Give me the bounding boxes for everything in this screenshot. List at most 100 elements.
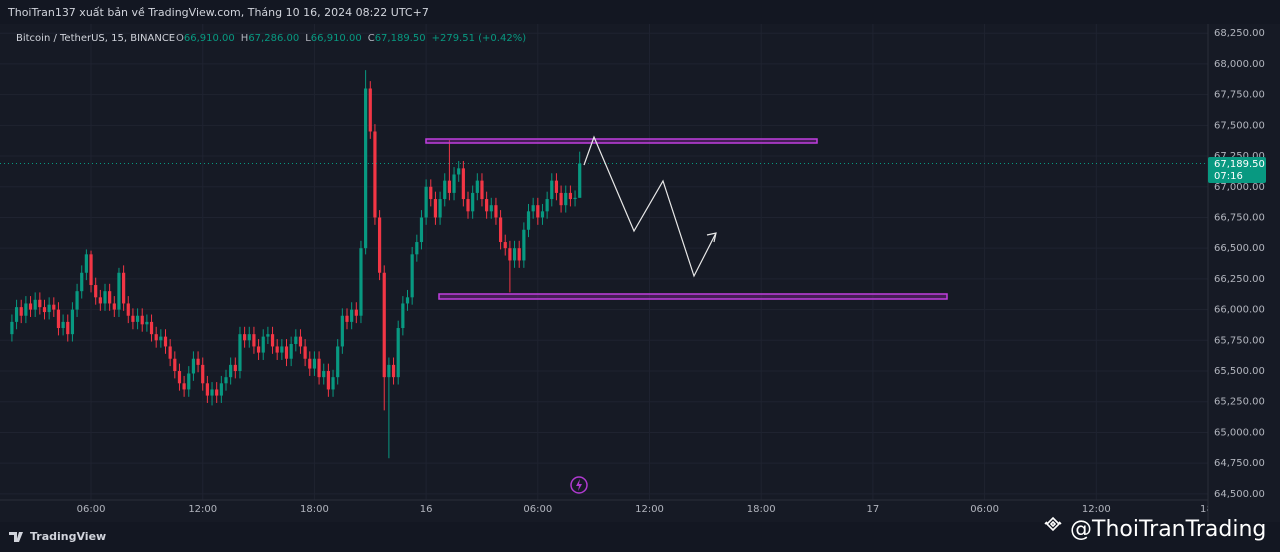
grid	[0, 24, 1209, 500]
candle-body	[98, 297, 102, 304]
candle-body	[336, 346, 340, 378]
candle-body	[19, 307, 23, 316]
candle-body	[135, 315, 140, 322]
candle-body	[261, 336, 265, 353]
candle-body	[56, 309, 61, 329]
candle-body	[14, 307, 19, 322]
candle-body	[568, 192, 572, 200]
x-tick-label: 16	[420, 504, 433, 515]
header-title: ThoiTran137 xuất bản về TradingView.com,…	[7, 6, 429, 19]
candle-body	[508, 248, 512, 261]
candle-body	[410, 254, 414, 298]
candle-body	[396, 328, 400, 378]
x-tick-label: 06:00	[523, 504, 552, 515]
candle-body	[94, 285, 98, 298]
candle-body	[275, 346, 279, 353]
candle-body	[443, 180, 447, 200]
y-tick-label: 64,750.00	[1214, 458, 1265, 469]
resistance-zone	[425, 138, 818, 144]
candle-body	[238, 334, 242, 372]
time-axis: 06:00 12:00 18:00 16 06:00 12:00 18:00 17 06:00 1…	[77, 504, 1216, 515]
footer-brand: TradingView	[30, 530, 106, 543]
candle-body	[438, 199, 442, 218]
candle-body	[38, 299, 42, 308]
y-tick-label: 68,250.00	[1214, 28, 1265, 39]
x-tick-label: 18:00	[747, 504, 776, 515]
candle-body	[550, 180, 554, 200]
candle-body	[159, 336, 163, 341]
legend-key: C	[368, 33, 375, 44]
candle-body	[573, 197, 577, 200]
candle-body	[326, 371, 330, 390]
header-bar	[0, 0, 1280, 24]
candle-body	[452, 174, 456, 193]
candle-body	[475, 180, 479, 193]
y-tick-label: 66,250.00	[1214, 274, 1265, 285]
candle-body	[163, 336, 168, 347]
candle-body	[461, 168, 465, 200]
candle-body	[33, 299, 37, 310]
y-tick-label: 68,000.00	[1214, 59, 1265, 70]
candle-body	[298, 336, 303, 347]
candle-body	[429, 186, 433, 200]
candle-body	[512, 248, 517, 261]
candle-body	[243, 334, 247, 341]
candle-body	[387, 364, 391, 378]
projection-path	[583, 135, 717, 278]
candle-body	[256, 346, 261, 353]
candle-body	[457, 168, 461, 175]
candle-body	[126, 303, 130, 316]
candle-body	[131, 315, 135, 322]
candle-body	[391, 364, 396, 378]
candle-body	[526, 211, 531, 230]
candle-body	[554, 180, 559, 193]
y-tick-label: 67,000.00	[1214, 182, 1265, 193]
candle-body	[494, 205, 498, 218]
alert-icon[interactable]	[570, 476, 588, 494]
candle-body	[196, 358, 200, 365]
candle-body	[229, 364, 233, 378]
candle-body	[173, 358, 177, 372]
legend-key: O	[176, 33, 184, 44]
candle-body	[42, 307, 47, 313]
candle-body	[564, 192, 568, 206]
legend-key: H	[241, 33, 249, 44]
candle-body	[559, 192, 563, 206]
candle-body	[112, 303, 116, 310]
candle-body	[382, 272, 386, 378]
candle-body	[201, 364, 205, 384]
candle-body	[354, 309, 358, 316]
tv-logo	[9, 532, 23, 542]
candle-body	[70, 309, 75, 335]
candle-body	[224, 377, 228, 384]
candle-body	[294, 336, 298, 344]
candle-body	[108, 291, 112, 304]
price-axis	[1208, 24, 1280, 522]
candle-body	[312, 358, 317, 369]
legend-value: 67,189.50	[375, 33, 426, 44]
last-price-box	[1208, 157, 1266, 183]
x-tick-label: 06:00	[77, 504, 106, 515]
legend-value: 66,910.00	[311, 33, 362, 44]
candle-body	[205, 383, 209, 396]
candle-body	[270, 334, 275, 347]
candle-body	[187, 373, 191, 390]
candle-body	[89, 254, 93, 286]
candle-body	[471, 192, 475, 212]
candle-body	[498, 217, 503, 243]
candle-body	[322, 371, 326, 378]
candle-body	[480, 180, 484, 200]
candle-body	[252, 334, 256, 347]
candle-body	[103, 291, 107, 304]
candle-body	[28, 303, 33, 310]
support-zone	[438, 293, 948, 300]
candle-body	[140, 315, 144, 325]
handle-logo	[1044, 516, 1062, 532]
candle-body	[210, 389, 214, 396]
candle-body	[545, 199, 549, 212]
x-tick-label: 12:00	[635, 504, 664, 515]
candle-body	[117, 272, 121, 310]
y-tick-label: 65,000.00	[1214, 427, 1265, 438]
